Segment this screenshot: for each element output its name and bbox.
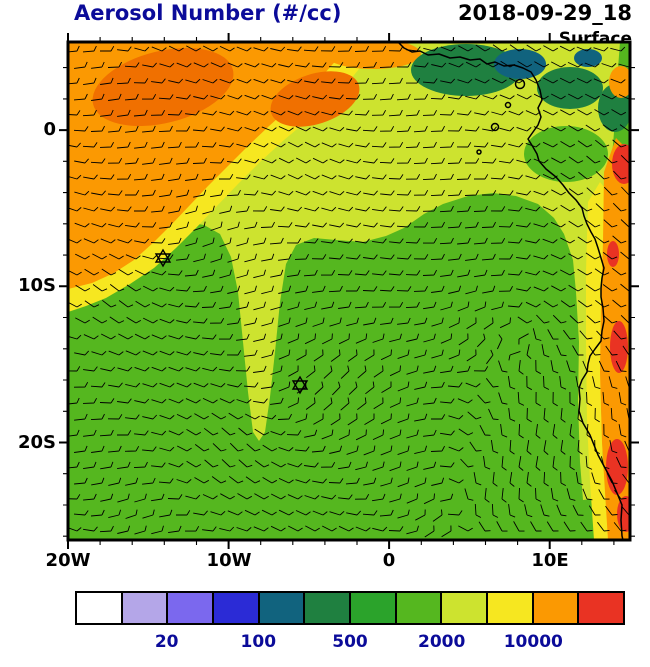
station-marker — [291, 375, 309, 395]
x-axis-label-10e: 10E — [531, 550, 569, 571]
x-axis-label-0: 0 — [382, 550, 396, 571]
colorbar-cell — [396, 593, 443, 623]
colorbar-cell — [77, 593, 123, 623]
colorbar-tick-20: 20 — [154, 632, 179, 652]
colorbar-cell — [533, 593, 580, 623]
colorbar-cell — [305, 593, 352, 623]
island-principe — [504, 101, 512, 109]
wind-barbs — [68, 44, 630, 538]
colorbar-cell — [168, 593, 215, 623]
colorbar-cell — [259, 593, 306, 623]
island-bioko — [514, 78, 526, 90]
colorbar-cell — [122, 593, 169, 623]
colorbar-cell — [214, 593, 260, 623]
coastline — [397, 42, 624, 540]
x-axis-label-20w: 20W — [45, 550, 91, 571]
island-annobon — [476, 149, 482, 155]
colorbar — [75, 591, 625, 625]
colorbar-cell — [579, 593, 624, 623]
axis-ticks — [59, 33, 639, 549]
station-marker — [154, 248, 172, 268]
map-plot — [59, 33, 639, 549]
island-sao-tome — [490, 122, 500, 132]
map-frame — [66, 40, 632, 542]
colorbar-tick-500: 500 — [332, 632, 368, 652]
colorbar-tick-10000: 10000 — [503, 632, 563, 652]
y-axis-label-0: 0 — [43, 119, 56, 140]
datetime-label: 2018-09-29_18 — [457, 1, 632, 25]
plot-title: Aerosol Number (#/cc) — [74, 1, 342, 25]
y-axis-label-10s: 10S — [17, 275, 56, 296]
colorbar-cell — [442, 593, 489, 623]
colorbar-tick-2000: 2000 — [418, 632, 466, 652]
colorbar-cell — [488, 593, 534, 623]
y-axis-label-20s: 20S — [17, 432, 56, 453]
station-markers — [154, 248, 309, 395]
colorbar-cell — [351, 593, 397, 623]
x-axis-label-10w: 10W — [206, 550, 252, 571]
aerosol-field — [68, 42, 630, 540]
colorbar-tick-100: 100 — [240, 632, 277, 652]
